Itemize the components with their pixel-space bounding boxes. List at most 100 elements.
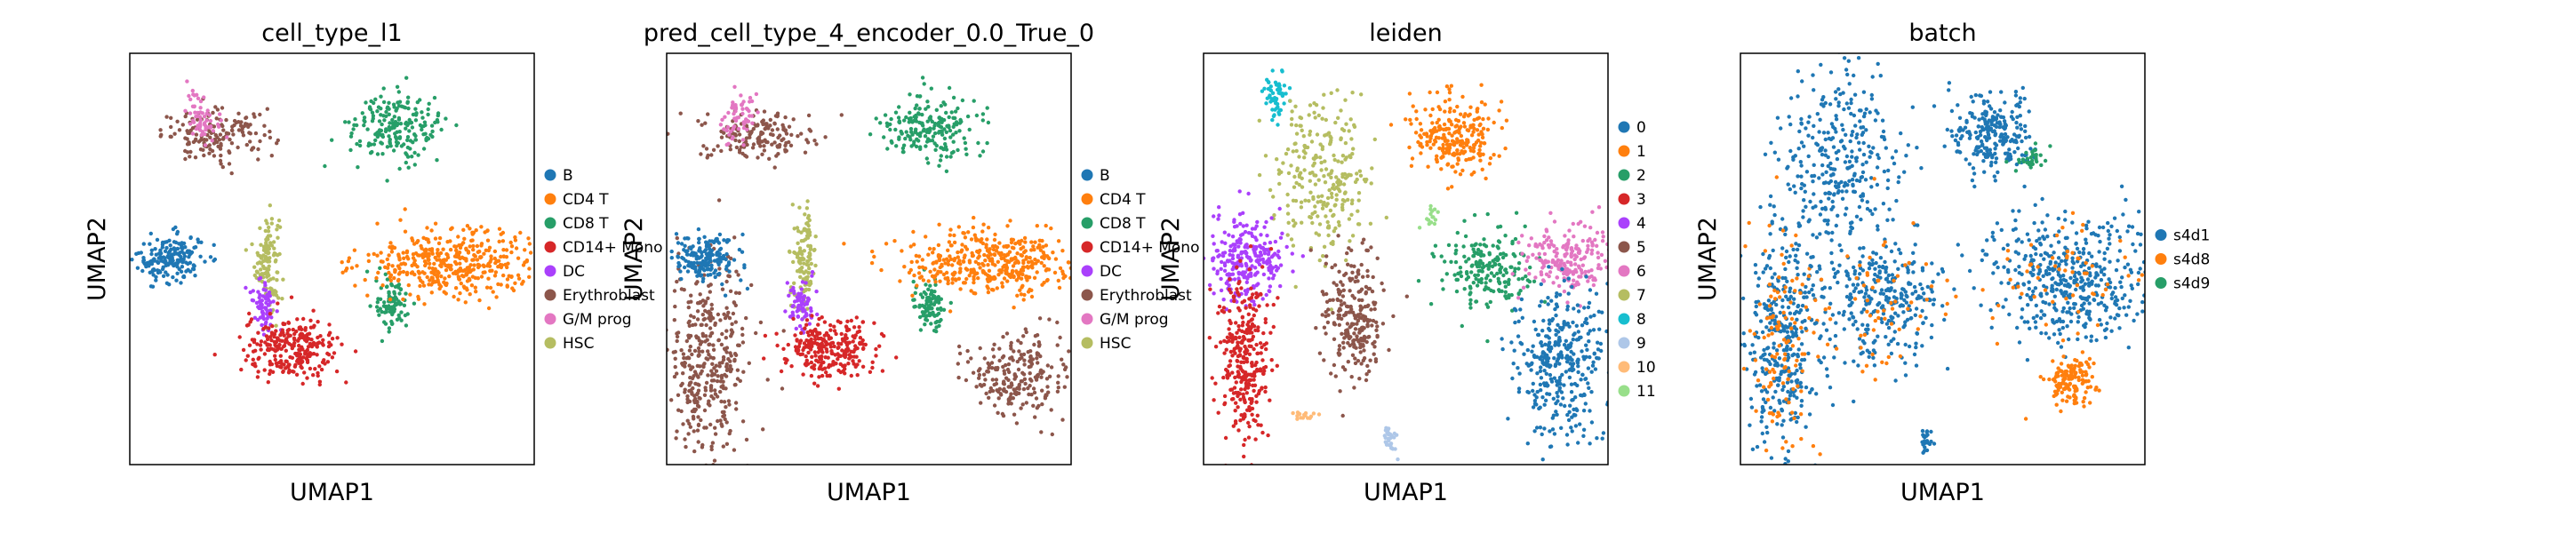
data-point bbox=[673, 364, 677, 370]
data-point bbox=[1268, 330, 1273, 335]
data-point bbox=[295, 351, 300, 355]
data-point bbox=[956, 225, 962, 229]
legend-marker bbox=[1081, 169, 1093, 181]
data-point bbox=[1060, 269, 1065, 274]
data-point bbox=[1033, 375, 1038, 379]
data-point bbox=[1333, 374, 1339, 378]
data-point bbox=[948, 257, 954, 261]
data-point bbox=[1236, 281, 1241, 286]
data-point bbox=[1371, 274, 1375, 280]
data-point bbox=[1009, 392, 1013, 396]
data-point bbox=[433, 221, 438, 226]
data-point bbox=[262, 352, 268, 356]
data-point bbox=[264, 306, 268, 312]
data-point bbox=[1436, 117, 1441, 122]
data-point bbox=[1045, 385, 1050, 389]
data-point bbox=[418, 123, 423, 128]
data-point bbox=[425, 135, 429, 140]
data-point bbox=[1243, 289, 1248, 293]
data-point bbox=[1323, 180, 1328, 185]
data-point bbox=[836, 368, 841, 373]
data-point bbox=[719, 376, 724, 380]
data-point bbox=[479, 274, 484, 279]
data-point bbox=[969, 356, 973, 361]
legend-marker bbox=[544, 169, 556, 181]
data-point bbox=[963, 235, 968, 240]
data-point bbox=[711, 343, 716, 347]
data-point bbox=[952, 240, 957, 245]
data-point bbox=[860, 341, 864, 346]
data-point bbox=[1263, 317, 1268, 322]
data-point bbox=[1337, 344, 1342, 348]
data-point bbox=[1255, 270, 1260, 274]
data-point bbox=[280, 328, 284, 332]
data-point bbox=[164, 115, 169, 119]
data-point bbox=[1364, 339, 1369, 345]
data-point bbox=[1329, 307, 1334, 312]
data-point bbox=[818, 356, 822, 361]
data-point bbox=[1021, 259, 1026, 263]
data-point bbox=[923, 134, 928, 139]
data-point bbox=[172, 251, 177, 257]
data-point bbox=[934, 325, 939, 330]
data-point bbox=[722, 346, 727, 351]
data-point bbox=[906, 133, 910, 138]
data-point bbox=[1310, 32, 1314, 36]
data-point bbox=[1040, 388, 1044, 393]
data-point bbox=[953, 257, 957, 261]
data-point bbox=[375, 300, 380, 305]
data-point bbox=[997, 241, 1002, 245]
data-point bbox=[708, 315, 714, 321]
data-point bbox=[1225, 335, 1230, 339]
data-point bbox=[762, 356, 766, 361]
data-point bbox=[722, 400, 727, 404]
data-point bbox=[203, 259, 207, 264]
data-point bbox=[1363, 314, 1368, 319]
data-point bbox=[1239, 413, 1244, 418]
data-point bbox=[1219, 340, 1223, 345]
data-point bbox=[1022, 362, 1027, 367]
data-point bbox=[901, 149, 906, 155]
data-point bbox=[715, 378, 720, 384]
data-point bbox=[735, 368, 740, 372]
data-point bbox=[202, 115, 207, 119]
data-point bbox=[963, 140, 968, 146]
data-point bbox=[796, 344, 802, 349]
data-point bbox=[323, 163, 327, 169]
data-point bbox=[385, 306, 389, 312]
data-point bbox=[814, 358, 819, 362]
data-point bbox=[941, 258, 946, 262]
data-point bbox=[704, 147, 709, 151]
data-point bbox=[737, 150, 742, 155]
data-point bbox=[381, 114, 386, 118]
data-point bbox=[391, 148, 396, 153]
data-point bbox=[953, 115, 957, 121]
data-point bbox=[1269, 216, 1274, 220]
data-point bbox=[809, 360, 813, 365]
data-point bbox=[173, 262, 179, 267]
data-point bbox=[1363, 305, 1368, 309]
data-point bbox=[888, 122, 892, 127]
data-point bbox=[1328, 298, 1332, 303]
data-point bbox=[1264, 346, 1268, 352]
data-point bbox=[1020, 379, 1025, 384]
data-point bbox=[897, 105, 901, 109]
data-point bbox=[869, 260, 875, 266]
data-point bbox=[728, 289, 733, 293]
data-point bbox=[156, 260, 161, 266]
data-point bbox=[728, 428, 732, 434]
data-point bbox=[266, 346, 270, 351]
data-point bbox=[1302, 168, 1307, 172]
data-point bbox=[836, 319, 840, 323]
data-point bbox=[951, 139, 956, 144]
data-point bbox=[188, 111, 193, 115]
data-point bbox=[518, 230, 523, 235]
data-point bbox=[1230, 272, 1236, 276]
data-point bbox=[729, 367, 733, 371]
data-point bbox=[824, 370, 828, 375]
data-point bbox=[801, 309, 805, 314]
data-point bbox=[1324, 167, 1329, 171]
data-point bbox=[236, 111, 241, 115]
data-point bbox=[264, 219, 268, 223]
data-point bbox=[812, 334, 818, 338]
